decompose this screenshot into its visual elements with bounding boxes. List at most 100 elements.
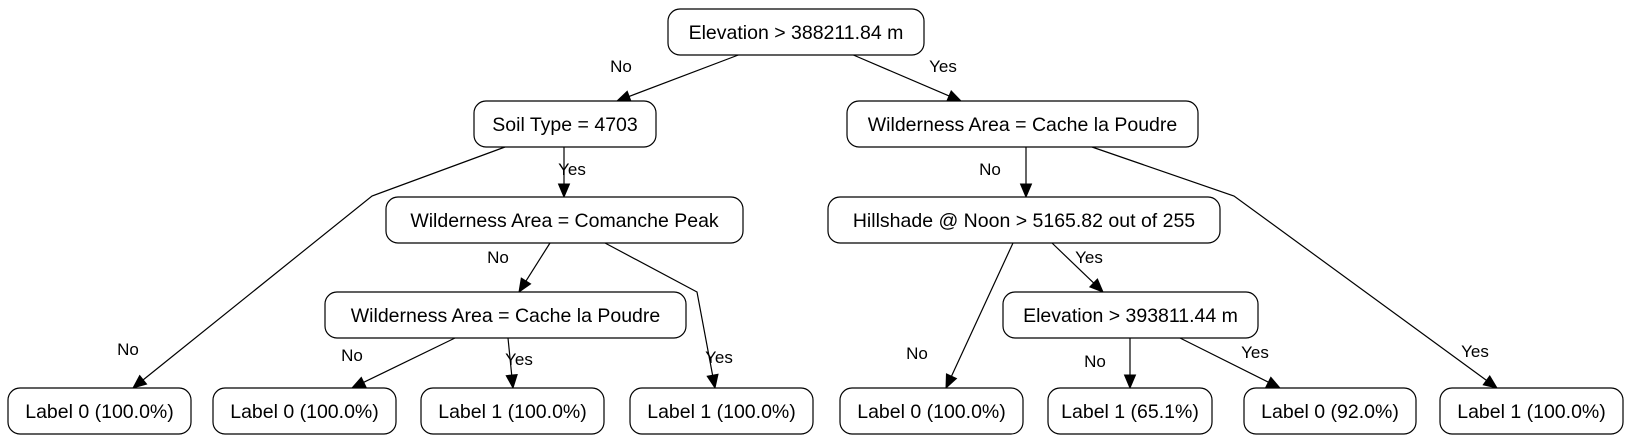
edge-label: No: [487, 248, 509, 267]
node-box: [667, 8, 925, 56]
edge-n4-l2: No: [341, 337, 456, 389]
edge-line: [628, 53, 742, 97]
edge-label: No: [341, 346, 363, 365]
node-box: [324, 291, 687, 339]
arrowhead: [557, 183, 571, 199]
edge-n1-n3: Yes: [557, 147, 586, 199]
node-label: Wilderness Area = Cache la Poudre: [351, 305, 660, 327]
node-label: Hillshade @ Noon > 5165.82 out of 255: [853, 210, 1195, 232]
node-box: [385, 196, 744, 244]
edge-line: [950, 242, 1014, 377]
node-box: [1439, 387, 1624, 435]
leaf-node: Label 1 (100.0%): [629, 387, 814, 435]
node-label: Elevation > 388211.84 m: [689, 22, 904, 44]
edge-n0-n2: Yes: [850, 53, 963, 102]
arrowhead: [1265, 376, 1282, 389]
edge-label: Yes: [505, 350, 533, 369]
edges-layer: No Yes No Yes No Yes No Yes No Yes No Yes No Yes: [117, 53, 1499, 390]
edge-line: [1091, 146, 1487, 381]
node-box: [1002, 291, 1259, 339]
node-box: [839, 387, 1024, 435]
arrowhead: [1123, 374, 1137, 390]
edge-n2-l8: Yes: [1091, 146, 1499, 389]
leaf-node: Label 1 (100.0%): [420, 387, 605, 435]
edge-label: Yes: [1075, 248, 1103, 267]
edge-label: Yes: [558, 160, 586, 179]
node-label: Wilderness Area = Comanche Peak: [410, 210, 719, 232]
node-label: Label 1 (65.1%): [1061, 401, 1199, 423]
edge-line: [604, 242, 714, 376]
edge-n5-l5: No: [906, 242, 1014, 390]
edge-n6-l6: No: [1084, 338, 1137, 390]
node-label: Wilderness Area = Cache la Poudre: [868, 114, 1177, 136]
node-box: [7, 387, 192, 435]
node-label: Elevation > 393811.44 m: [1023, 305, 1238, 327]
arrowhead: [1088, 278, 1104, 293]
edge-label: No: [610, 57, 632, 76]
arrowhead: [131, 374, 148, 389]
edge-line: [525, 242, 551, 282]
arrowhead: [1482, 374, 1499, 389]
edge-label: No: [1084, 352, 1106, 371]
node-label: Label 0 (100.0%): [25, 401, 174, 423]
edge-line: [850, 53, 950, 97]
edge-n3-l4: Yes: [604, 242, 733, 390]
arrowhead: [350, 376, 367, 389]
node-box: [629, 387, 814, 435]
edge-n5-n6: Yes: [1051, 242, 1104, 293]
decision-node: Hillshade @ Noon > 5165.82 out of 255: [827, 196, 1221, 244]
decision-node: Wilderness Area = Cache la Poudre: [846, 100, 1199, 148]
edge-label: Yes: [929, 57, 957, 76]
leaf-node: Label 0 (100.0%): [212, 387, 397, 435]
edge-line: [507, 337, 513, 376]
edge-n1-l1: No: [117, 146, 506, 389]
node-box: [1047, 387, 1213, 435]
nodes-layer: Elevation > 388211.84 m Soil Type = 4703 W…: [7, 8, 1624, 435]
node-box: [420, 387, 605, 435]
node-box: [473, 100, 657, 148]
decision-node: Elevation > 388211.84 m: [667, 8, 925, 56]
decision-node: Elevation > 393811.44 m: [1002, 291, 1259, 339]
node-box: [827, 196, 1221, 244]
arrowhead: [945, 373, 958, 390]
edge-label: Yes: [1461, 342, 1489, 361]
decision-node: Wilderness Area = Comanche Peak: [385, 196, 744, 244]
node-label: Label 0 (92.0%): [1261, 401, 1399, 423]
leaf-node: Label 1 (100.0%): [1439, 387, 1624, 435]
edge-label: No: [117, 340, 139, 359]
edge-label: Yes: [705, 348, 733, 367]
arrowhead: [706, 373, 719, 390]
leaf-node: Label 1 (65.1%): [1047, 387, 1213, 435]
node-box: [1243, 387, 1417, 435]
edge-label: No: [906, 344, 928, 363]
node-label: Label 1 (100.0%): [647, 401, 796, 423]
decision-node: Soil Type = 4703: [473, 100, 657, 148]
edge-n4-l3: Yes: [505, 337, 533, 390]
node-label: Soil Type = 4703: [492, 114, 637, 136]
edge-label: No: [979, 160, 1001, 179]
node-box: [212, 387, 397, 435]
edge-n2-n5: No: [979, 147, 1033, 199]
edge-n3-n4: No: [487, 242, 551, 294]
arrowhead: [505, 373, 518, 390]
node-label: Label 0 (100.0%): [857, 401, 1006, 423]
arrowhead: [1019, 183, 1033, 199]
edge-line: [142, 146, 506, 381]
arrowhead: [615, 90, 632, 103]
node-label: Label 1 (100.0%): [1457, 401, 1606, 423]
node-label: Label 0 (100.0%): [230, 401, 379, 423]
edge-n0-n1: No: [610, 53, 742, 103]
edge-n6-l7: Yes: [1179, 337, 1282, 389]
leaf-node: Label 0 (100.0%): [7, 387, 192, 435]
edge-line: [1051, 242, 1095, 284]
edge-label: Yes: [1241, 343, 1269, 362]
leaf-node: Label 0 (100.0%): [839, 387, 1024, 435]
leaf-node: Label 0 (92.0%): [1243, 387, 1417, 435]
edge-line: [1179, 337, 1269, 383]
node-box: [846, 100, 1199, 148]
arrowhead: [518, 277, 532, 294]
arrowhead: [946, 89, 963, 102]
decision-node: Wilderness Area = Cache la Poudre: [324, 291, 687, 339]
node-label: Label 1 (100.0%): [438, 401, 587, 423]
